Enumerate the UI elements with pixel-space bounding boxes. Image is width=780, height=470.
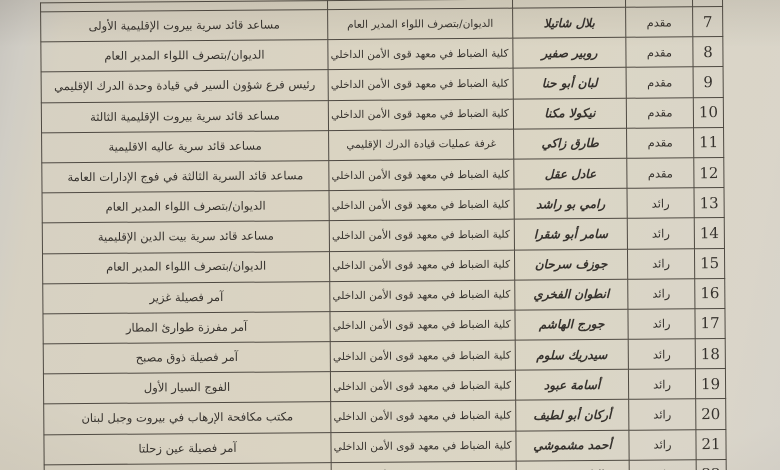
row-number-cell: 13: [693, 187, 725, 219]
officer-name-cell: أحمد مشموشي: [515, 429, 630, 461]
current-posting-cell: كلية الضباط في معهد قوى الأمن الداخلي: [331, 460, 517, 470]
row-number-cell: 10: [693, 97, 724, 128]
row-number-cell: 19: [695, 368, 726, 400]
assignment-cell: مكتب مكافحة الإرهاب في بيروت وجبل لبنان: [43, 402, 331, 435]
officer-name-cell: بلال شاتيلا: [512, 7, 626, 39]
assignment-cell: الديوان/بتصرف اللواء المدير العام: [40, 39, 329, 73]
current-posting-cell: كلية الضباط في معهد قوى الأمن الداخلي: [330, 340, 516, 372]
rank-cell: رائد: [627, 278, 695, 310]
rank-cell: مقدم: [626, 127, 694, 159]
assignment-cell: الديوان/بتصرف اللواء المدير العام: [42, 190, 330, 224]
officer-name-cell: سامر أبو شقرا: [514, 218, 628, 250]
rank-cell: رائد: [627, 218, 695, 249]
current-posting-cell: كلية الضباط في معهد قوى الأمن الداخلي: [329, 249, 515, 282]
officer-name-cell: رامي بو راشد: [514, 188, 628, 220]
row-number-cell: 16: [694, 278, 725, 309]
row-number-cell: 17: [694, 308, 726, 339]
current-posting-cell: كلية الضباط في معهد قوى الأمن الداخلي: [329, 219, 515, 252]
rank-cell: مقدم: [625, 6, 693, 38]
current-posting-cell: كلية الضباط في معهد قوى الأمن الداخلي: [329, 189, 515, 221]
officer-name-cell: أركان أبو لطيف: [515, 399, 629, 431]
rank-cell: رائد: [628, 338, 696, 370]
row-number-cell: 12: [693, 157, 724, 188]
row-number-cell: 9: [693, 66, 724, 98]
assignment-cell: مساعد قائد السرية الثالثة في فوج الإدارا…: [41, 160, 330, 193]
current-posting-cell: كلية الضباط في معهد قوى الأمن الداخلي: [328, 159, 515, 191]
assignment-cell: آمر فصيلة عين زحلتا: [43, 432, 332, 465]
assignment-cell: مفرزة بعبدا القضائية: [44, 462, 332, 470]
assignment-cell: مساعد قائد سرية بيت الدين الإقليمية: [42, 220, 330, 254]
officer-name-cell: سيدريك سلوم: [515, 339, 629, 371]
rank-cell: رائد: [628, 368, 696, 400]
row-number-cell: 7: [692, 6, 723, 37]
row-number-cell: 15: [694, 247, 725, 279]
current-posting-cell: كلية الضباط في معهد قوى الأمن الداخلي: [330, 400, 516, 433]
current-posting-cell: كلية الضباط في معهد قوى الأمن الداخلي: [327, 38, 514, 70]
officer-name-cell: لبان أبو حنا: [513, 67, 627, 99]
table-body: 7 مقدم بلال شاتيلا الديوان/بتصرف اللواء الم…: [40, 0, 727, 470]
current-posting-cell: كلية الضباط في معهد قوى الأمن الداخلي: [328, 98, 514, 131]
row-number-cell: 22: [696, 459, 727, 470]
assignment-cell: الفوج السيار الأول: [43, 371, 331, 405]
rank-cell: رائد: [627, 248, 695, 279]
row-number-cell: 20: [695, 398, 726, 430]
assignment-cell: الديوان/بتصرف اللواء المدير العام: [42, 251, 330, 284]
row-number-cell: 18: [695, 338, 726, 369]
officer-name-cell: نيكولا مكنا: [513, 97, 627, 129]
officer-name-cell: جوزف سرحان: [514, 248, 628, 280]
officer-name-cell: روبير صفير: [512, 37, 627, 69]
assignment-cell: آمر فصيلة ذوق مصبح: [43, 341, 331, 375]
assignment-cell: مساعد قائد سرية بيروت الإقليمية الأولى: [40, 9, 328, 43]
rank-cell: مقدم: [626, 157, 694, 189]
officer-name-cell: انطوان الفخري: [514, 278, 628, 311]
officer-name-cell: عادل عقل: [513, 158, 628, 190]
current-posting-cell: كلية الضباط في معهد قوى الأمن الداخلي: [328, 68, 514, 101]
rank-cell: رائد: [628, 399, 696, 430]
assignment-cell: مساعد قائد سرية بيروت الإقليمية الثالثة: [41, 100, 329, 133]
rank-cell: مقدم: [625, 36, 694, 68]
officer-name-cell: الياس صفير: [516, 460, 630, 470]
row-number-cell: 11: [693, 127, 724, 158]
assignment-cell: رئيس فرع شؤون السير في قيادة وحدة الدرك …: [41, 69, 329, 103]
officers-table: 7 مقدم بلال شاتيلا الديوان/بتصرف اللواء الم…: [40, 0, 727, 470]
rank-cell: رائد: [628, 429, 697, 461]
row-number-cell: 14: [694, 217, 725, 249]
current-posting-cell: كلية الضباط في معهد قوى الأمن الداخلي: [330, 430, 517, 463]
row-number-cell: 8: [692, 36, 724, 68]
rank-cell: رائد: [627, 187, 695, 219]
rank-cell: مقدم: [626, 67, 694, 98]
rank-cell: رائد: [629, 459, 697, 470]
officer-name-cell: طارق زاكي: [513, 128, 627, 160]
current-posting-cell: غرفة عمليات قيادة الدرك الإقليمي: [328, 128, 514, 161]
current-posting-cell: كلية الضباط في معهد قوى الأمن الداخلي: [329, 279, 515, 312]
table-tilt-wrapper: 7 مقدم بلال شاتيلا الديوان/بتصرف اللواء الم…: [40, 0, 727, 470]
current-posting-cell: كلية الضباط في معهد قوى الأمن الداخلي: [330, 370, 516, 403]
current-posting-cell: الديوان/بتصرف اللواء المدير العام: [327, 8, 513, 40]
officer-name-cell: أسامة عبود: [515, 369, 629, 401]
officer-name-cell: جورج الهاشم: [514, 309, 629, 341]
current-posting-cell: كلية الضباط في معهد قوى الأمن الداخلي: [329, 310, 516, 342]
rank-cell: مقدم: [626, 97, 694, 129]
assignment-cell: مساعد قائد سرية عاليه الاقليمية: [41, 130, 329, 163]
assignment-cell: آمر فصيلة غزير: [42, 281, 330, 314]
row-number-cell: 21: [695, 429, 727, 460]
assignment-cell: آمر مفرزة طوارئ المطار: [42, 311, 331, 344]
rank-cell: رائد: [627, 308, 696, 340]
